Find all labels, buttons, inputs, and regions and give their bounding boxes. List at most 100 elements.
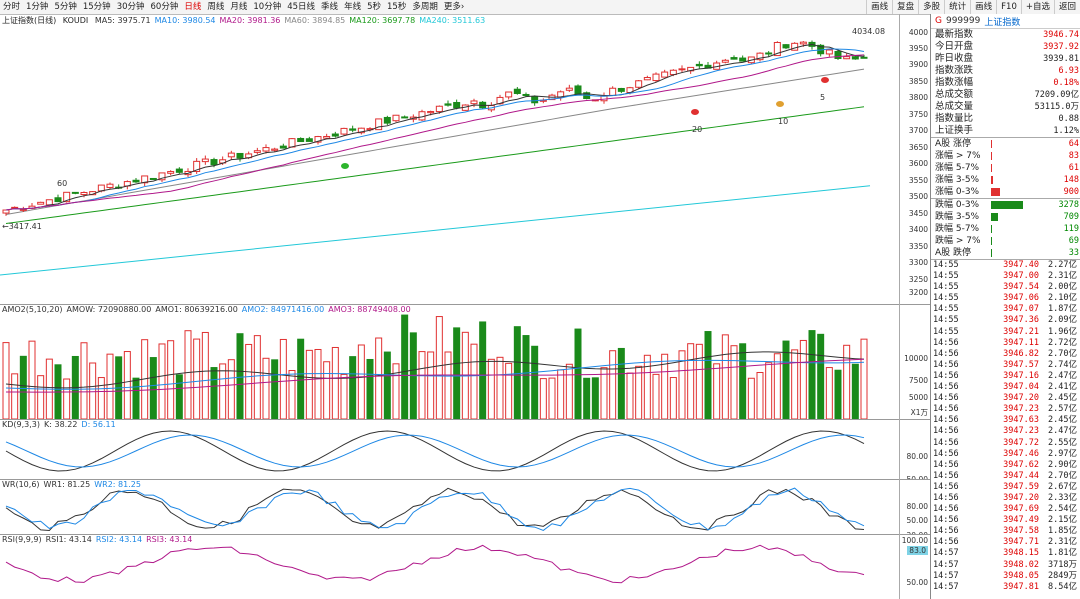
amo-bar xyxy=(123,351,131,419)
tick-row[interactable]: 14:56 3947.46 2.97亿 xyxy=(931,449,1080,460)
amo-bar xyxy=(106,353,114,419)
period-tab[interactable]: 多周期 xyxy=(412,2,438,12)
tool-button[interactable]: 画线 xyxy=(970,0,996,14)
tick-row[interactable]: 14:56 3947.72 2.55亿 xyxy=(931,438,1080,449)
tick-amount: 2.45亿 xyxy=(1048,393,1077,404)
rsi-panel[interactable]: RSI(9,9,9) RSI1: 43.14 RSI2: 43.14 RSI3: 43… xyxy=(0,534,930,599)
candle-body xyxy=(141,175,149,184)
quote-value: 6.93 xyxy=(1058,66,1079,76)
tick-row[interactable]: 14:56 3947.44 2.70亿 xyxy=(931,471,1080,482)
period-tab[interactable]: 60分钟 xyxy=(150,2,179,12)
amo-bar xyxy=(695,343,703,419)
tick-row[interactable]: 14:56 3947.58 1.85亿 xyxy=(931,526,1080,537)
candle-body xyxy=(357,127,365,134)
amo-panel[interactable]: AMO2(5,10,20) AMOW: 72090880.00 AMO1: 8063… xyxy=(0,304,930,420)
tick-amount: 2.27亿 xyxy=(1048,260,1077,270)
tick-row[interactable]: 14:56 3947.49 2.15亿 xyxy=(931,515,1080,526)
kline-chart[interactable]: 4034.08 ←3417.41 60 20 10 5 xyxy=(0,14,900,304)
period-tab[interactable]: 45日线 xyxy=(287,2,316,12)
quote-row: 昨日收盘 3939.81 xyxy=(931,53,1080,65)
distribution-bar xyxy=(991,213,1045,221)
period-tab[interactable]: 月线 xyxy=(230,2,248,12)
tick-row[interactable]: 14:57 3948.02 3718万 xyxy=(931,560,1080,571)
period-tab[interactable]: 15分钟 xyxy=(82,2,111,12)
tick-row[interactable]: 14:56 3946.82 2.70亿 xyxy=(931,349,1080,360)
tick-row[interactable]: 14:55 3947.00 2.31亿 xyxy=(931,271,1080,282)
index-name[interactable]: 上证指数 xyxy=(984,17,1021,28)
tool-button[interactable]: 多股 xyxy=(918,0,944,14)
period-tab[interactable]: 1分钟 xyxy=(26,2,49,12)
tick-row[interactable]: 14:56 3947.57 2.74亿 xyxy=(931,360,1080,371)
tool-button[interactable]: 画线 xyxy=(866,0,892,14)
tick-time: 14:56 xyxy=(933,459,959,470)
tick-row[interactable]: 14:56 3947.59 2.67亿 xyxy=(931,482,1080,493)
tool-button[interactable]: +自选 xyxy=(1020,0,1054,14)
wr-chart[interactable] xyxy=(0,479,900,534)
tick-amount: 2.41亿 xyxy=(1048,382,1077,393)
tool-button[interactable]: 统计 xyxy=(944,0,970,14)
period-tab[interactable]: 季线 xyxy=(321,2,339,12)
tick-row[interactable]: 14:57 3947.81 8.54亿 xyxy=(931,582,1080,593)
candle-body xyxy=(695,63,703,67)
ma-period-label: 60 xyxy=(57,179,67,188)
tick-row[interactable]: 14:56 3947.11 2.72亿 xyxy=(931,338,1080,349)
tick-row[interactable]: 14:56 3947.20 2.33亿 xyxy=(931,493,1080,504)
index-title: 上证指数(日线) xyxy=(2,16,57,25)
tick-list[interactable]: 14:55 3947.40 2.27亿 14:55 3947.00 2.31亿 14:55 3… xyxy=(931,259,1080,593)
amo-bar xyxy=(773,353,781,419)
tick-row[interactable]: 14:55 3947.54 2.00亿 xyxy=(931,282,1080,293)
tick-row[interactable]: 14:55 3947.40 2.27亿 xyxy=(931,260,1080,271)
quote-label: 最新指数 xyxy=(935,29,974,40)
tick-row[interactable]: 14:55 3947.36 2.09亿 xyxy=(931,315,1080,326)
axis-tick: 3200 xyxy=(908,288,928,297)
rise-distribution: A股 涨停 64 涨幅 > 7% 83 涨幅 5-7% 61 涨幅 3-5% 148 涨幅 0-… xyxy=(931,137,1080,198)
period-tab[interactable]: 日线 xyxy=(184,2,202,12)
tick-row[interactable]: 14:56 3947.71 2.31亿 xyxy=(931,537,1080,548)
tick-time: 14:55 xyxy=(933,282,959,293)
rsi-legend: RSI(9,9,9) RSI1: 43.14 RSI2: 43.14 RSI3: 43… xyxy=(2,535,196,544)
ma-cross-marker xyxy=(776,101,784,107)
tick-row[interactable]: 14:55 3947.06 2.10亿 xyxy=(931,293,1080,304)
period-tab[interactable]: 周线 xyxy=(207,2,225,12)
period-tab[interactable]: 5分钟 xyxy=(54,2,77,12)
tick-row[interactable]: 14:56 3947.63 2.45亿 xyxy=(931,415,1080,426)
kd-panel[interactable]: KD(9,3,3) K: 38.22 D: 56.11 80.00 50.00 xyxy=(0,419,930,480)
tick-row[interactable]: 14:56 3947.20 2.45亿 xyxy=(931,393,1080,404)
tick-row[interactable]: 14:57 3948.05 2849万 xyxy=(931,571,1080,582)
amo-bar xyxy=(860,338,868,419)
kd-chart[interactable] xyxy=(0,419,900,479)
tick-row[interactable]: 14:56 3947.69 2.54亿 xyxy=(931,504,1080,515)
tick-time: 14:55 xyxy=(933,271,959,282)
period-tab[interactable]: 10分钟 xyxy=(253,2,282,12)
tick-row[interactable]: 14:56 3947.04 2.41亿 xyxy=(931,382,1080,393)
amo-chart[interactable] xyxy=(0,304,900,419)
candle-body xyxy=(210,159,218,166)
period-tab[interactable]: 年线 xyxy=(344,2,362,12)
period-tab[interactable]: 更多› xyxy=(443,2,465,12)
chart-area[interactable]: 上证指数(日线) KOUDI MA5: 3975.71 MA10: 3980.54… xyxy=(0,14,930,599)
period-tab[interactable]: 15秒 xyxy=(387,2,407,12)
period-tab[interactable]: 30分钟 xyxy=(116,2,145,12)
tick-row[interactable]: 14:56 3947.62 2.90亿 xyxy=(931,460,1080,471)
tick-row[interactable]: 14:57 3948.15 1.81亿 xyxy=(931,548,1080,559)
rsi-chart[interactable] xyxy=(0,534,900,599)
tick-row[interactable]: 14:55 3947.07 1.87亿 xyxy=(931,304,1080,315)
tick-row[interactable]: 14:56 3947.23 2.47亿 xyxy=(931,426,1080,437)
amo-bar xyxy=(565,363,573,419)
quote-row: 总成交量 53115.0万 xyxy=(931,101,1080,113)
amo-bar xyxy=(609,350,617,419)
period-tab[interactable]: 分时 xyxy=(3,2,21,12)
tool-button[interactable]: F10 xyxy=(996,0,1021,14)
tool-button[interactable]: 复盘 xyxy=(892,0,918,14)
period-tab[interactable]: 5秒 xyxy=(367,2,381,12)
tick-row[interactable]: 14:56 3947.16 2.47亿 xyxy=(931,371,1080,382)
candle-body xyxy=(851,56,859,60)
tick-row[interactable]: 14:56 3947.23 2.57亿 xyxy=(931,404,1080,415)
candle-body xyxy=(470,100,478,105)
tool-button[interactable]: 返回 xyxy=(1053,0,1080,14)
amo-bar xyxy=(89,362,97,419)
wr-axis: 80.00 50.00 20.00 xyxy=(899,479,930,534)
tick-row[interactable]: 14:55 3947.21 1.96亿 xyxy=(931,327,1080,338)
kline-panel[interactable]: 上证指数(日线) KOUDI MA5: 3975.71 MA10: 3980.54… xyxy=(0,14,930,305)
